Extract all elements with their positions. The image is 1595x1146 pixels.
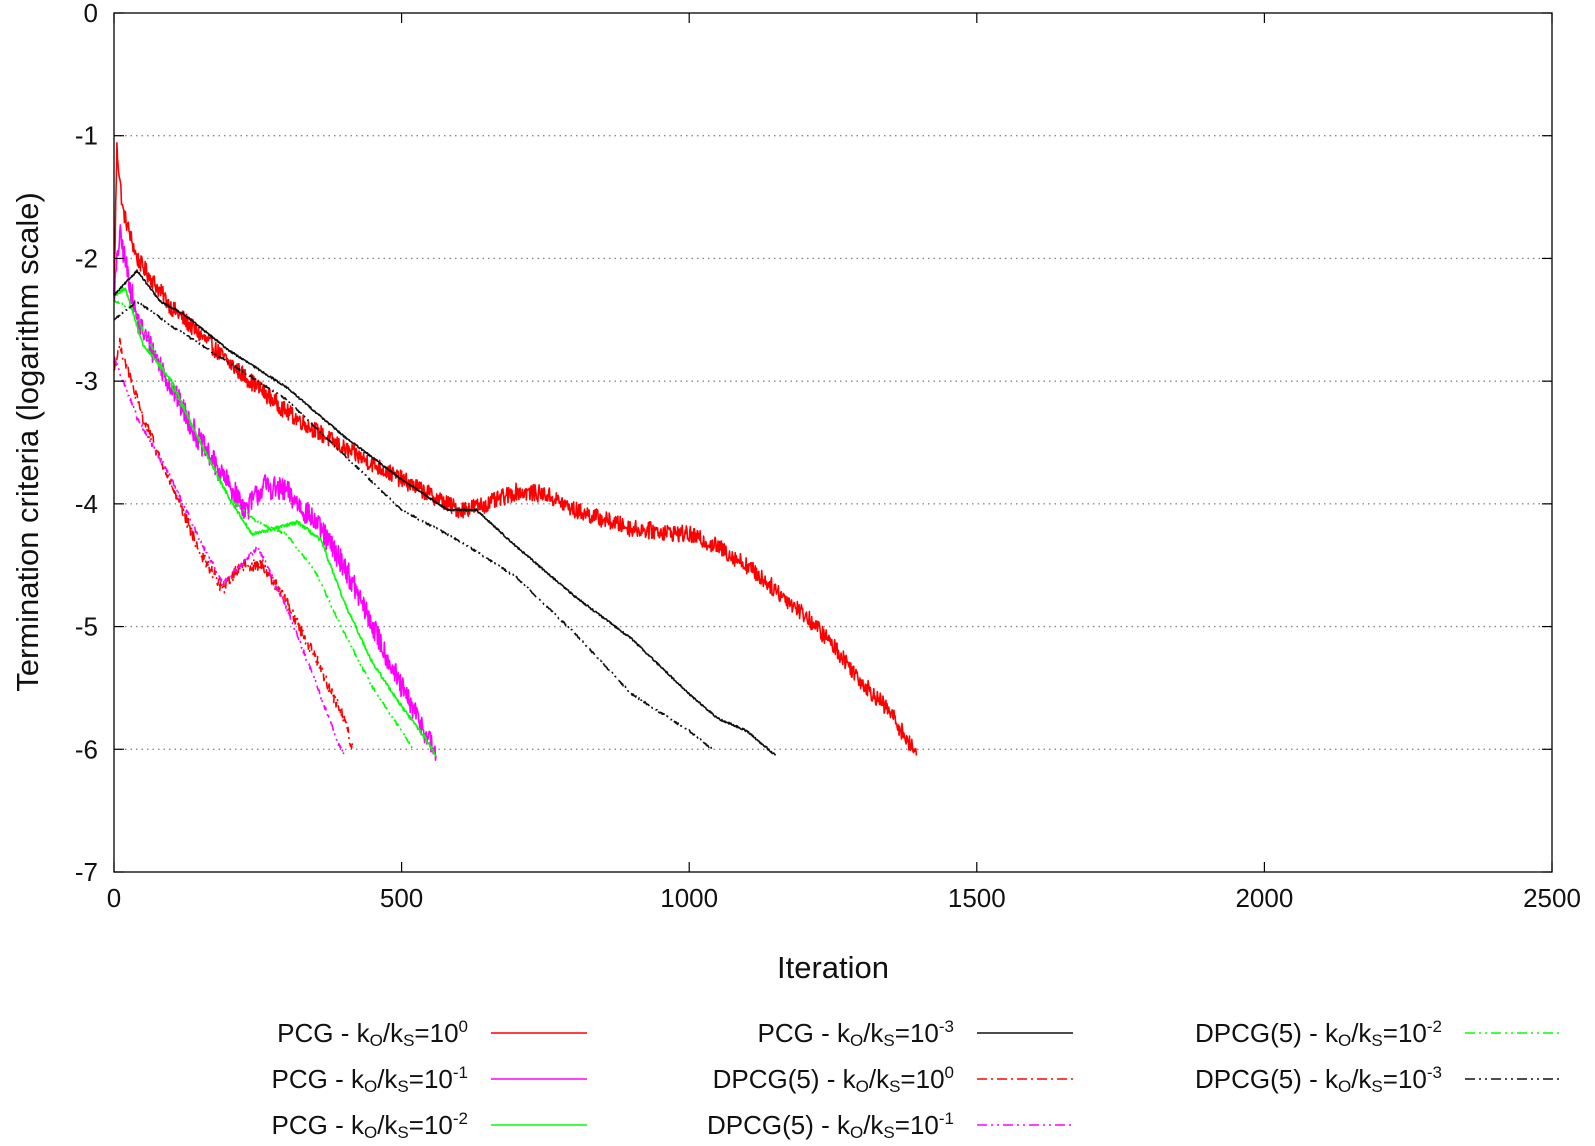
- plot-frame: [113, 12, 1553, 873]
- axis-ticks: 0 -1 -2 -3 -4 -5 -6 -7 0 500 1000 1500 2000 2500: [75, 0, 1581, 913]
- legend-label-sup: -2: [1427, 1017, 1442, 1036]
- x-tick-label: 2000: [1235, 883, 1293, 913]
- legend-label-sup: -1: [453, 1063, 468, 1082]
- y-axis-title: Termination criteria (logarithm scale): [10, 192, 45, 692]
- legend-label-pre: DPCG(5) - k: [1195, 1064, 1339, 1094]
- legend-label-mid: /k: [383, 1018, 404, 1048]
- legend-label-pre: PCG - k: [272, 1064, 365, 1094]
- legend-label-sub2: S: [397, 1077, 408, 1096]
- legend-label-sub2: S: [883, 1031, 894, 1050]
- legend-label-sub1: O: [856, 1077, 869, 1096]
- legend-label-mid: /k: [863, 1110, 884, 1140]
- y-tick-label: -7: [75, 857, 98, 887]
- legend-label-sub2: S: [889, 1077, 900, 1096]
- legend-label: PCG - kO/kS=10-1: [272, 1063, 469, 1096]
- y-tick-label: -4: [75, 489, 98, 519]
- legend-label-pre: DPCG(5) - k: [1195, 1018, 1339, 1048]
- legend-label-eq: =10: [895, 1018, 939, 1048]
- series-line-0: [113, 142, 918, 756]
- legend-label-eq: =10: [1383, 1064, 1427, 1094]
- legend-label-sup: 0: [459, 1017, 468, 1036]
- series-line-5: [113, 356, 345, 756]
- legend-label: PCG - kO/kS=10-2: [272, 1109, 469, 1142]
- legend-label-sub1: O: [1338, 1031, 1351, 1050]
- legend-label-eq: =10: [409, 1110, 453, 1140]
- legend-label-sub1: O: [364, 1077, 377, 1096]
- x-axis-title: Iteration: [777, 950, 889, 985]
- legend-label-pre: DPCG(5) - k: [713, 1064, 857, 1094]
- legend-label-pre: DPCG(5) - k: [707, 1110, 851, 1140]
- legend-label-sup: 0: [945, 1063, 954, 1082]
- y-tick-label: -1: [75, 121, 98, 151]
- legend-label-sub2: S: [397, 1123, 408, 1142]
- legend-label-eq: =10: [409, 1064, 453, 1094]
- legend-label-mid: /k: [869, 1064, 890, 1094]
- series-line-1: [113, 224, 437, 761]
- legend-label-eq: =10: [895, 1110, 939, 1140]
- legend-label: DPCG(5) - kO/kS=10-2: [1195, 1017, 1442, 1050]
- legend-label-eq: =10: [1383, 1018, 1427, 1048]
- legend-label-sub1: O: [850, 1031, 863, 1050]
- series-lines: [113, 142, 918, 761]
- y-tick-label: -2: [75, 243, 98, 273]
- legend-label-mid: /k: [1351, 1018, 1372, 1048]
- legend-label-pre: PCG - k: [277, 1018, 370, 1048]
- legend-label-mid: /k: [863, 1018, 884, 1048]
- legend-label: DPCG(5) - kO/kS=10-1: [707, 1109, 954, 1142]
- y-tick-label: 0: [84, 0, 98, 28]
- legend-label-eq: =10: [900, 1064, 944, 1094]
- legend-label: PCG - kO/kS=100: [277, 1017, 468, 1050]
- legend-label-sub1: O: [850, 1123, 863, 1142]
- legend-label-sub2: S: [403, 1031, 414, 1050]
- legend-label-pre: PCG - k: [272, 1110, 365, 1140]
- grid-lines: [114, 135, 1552, 750]
- series-line-4: [113, 337, 354, 750]
- x-tick-label: 1500: [948, 883, 1006, 913]
- legend-label-pre: PCG - k: [758, 1018, 851, 1048]
- series-line-7: [113, 300, 713, 751]
- series-line-3: [113, 269, 777, 756]
- y-tick-label: -3: [75, 366, 98, 396]
- y-tick-label: -5: [75, 612, 98, 642]
- x-tick-label: 0: [107, 883, 121, 913]
- legend-label-sub2: S: [883, 1123, 894, 1142]
- legend-label-sup: -3: [939, 1017, 954, 1036]
- legend-label-sub1: O: [1338, 1077, 1351, 1096]
- legend-label: PCG - kO/kS=10-3: [758, 1017, 955, 1050]
- legend-label-mid: /k: [377, 1064, 398, 1094]
- y-tick-label: -6: [75, 734, 98, 764]
- series-line-6: [113, 299, 414, 750]
- legend-label-sup: -1: [939, 1109, 954, 1128]
- legend-label-mid: /k: [1351, 1064, 1372, 1094]
- legend-label-sup: -2: [453, 1109, 468, 1128]
- legend-label-sub1: O: [370, 1031, 383, 1050]
- series-line-2: [113, 287, 437, 757]
- legend-label-sub2: S: [1371, 1077, 1382, 1096]
- legend-label-sub1: O: [364, 1123, 377, 1142]
- legend-label: DPCG(5) - kO/kS=100: [713, 1063, 954, 1096]
- x-tick-label: 1000: [660, 883, 718, 913]
- legend-label-mid: /k: [377, 1110, 398, 1140]
- x-tick-label: 2500: [1523, 883, 1581, 913]
- legend-label-sub2: S: [1371, 1031, 1382, 1050]
- legend-label-sup: -3: [1427, 1063, 1442, 1082]
- x-tick-label: 500: [380, 883, 423, 913]
- legend-label-eq: =10: [414, 1018, 458, 1048]
- legend-label: DPCG(5) - kO/kS=10-3: [1195, 1063, 1442, 1096]
